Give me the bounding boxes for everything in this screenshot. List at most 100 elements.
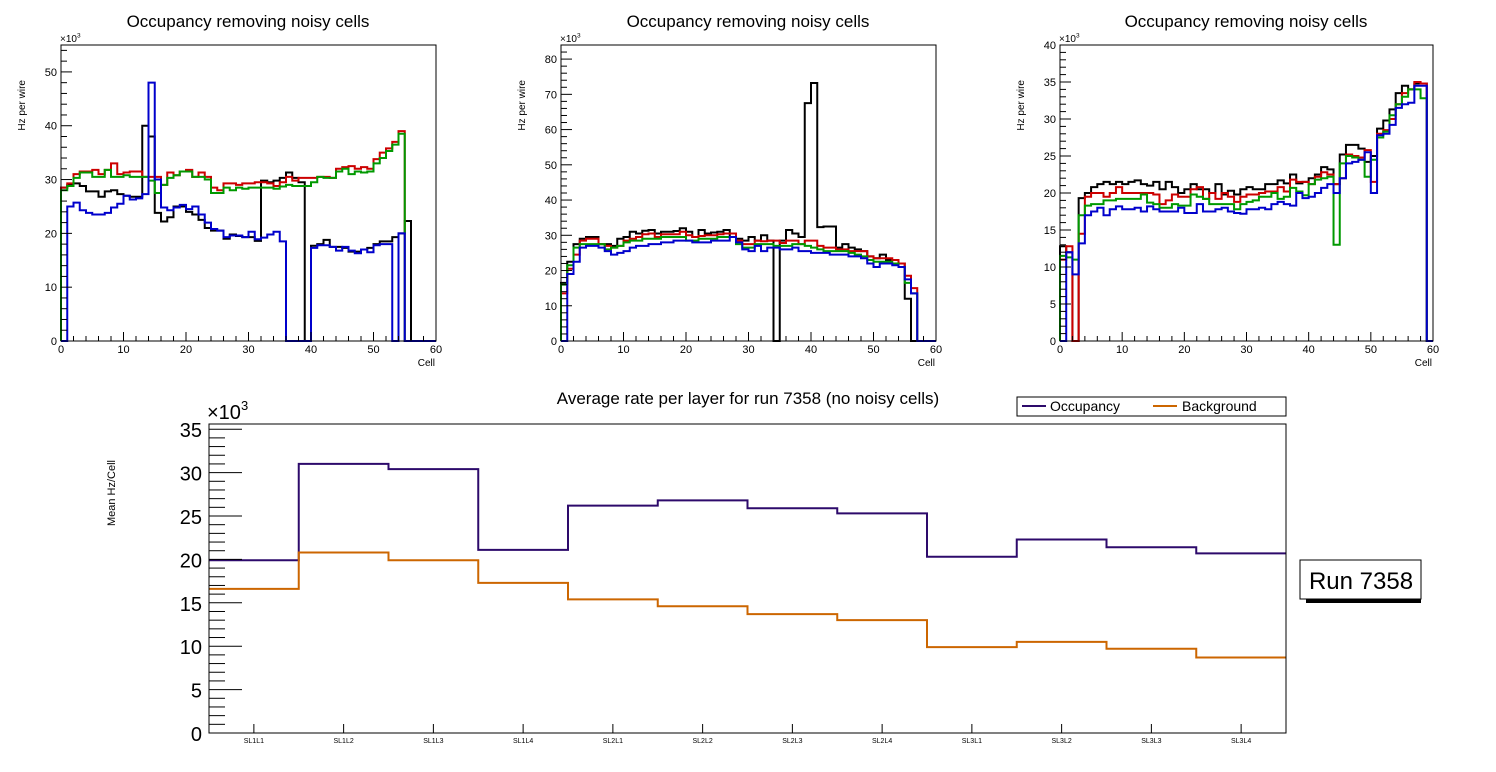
x-category-label: SL3L1 — [962, 738, 982, 745]
y-tick-label: 10 — [180, 637, 202, 659]
y-axis-label: Hz per wire — [517, 80, 528, 131]
y-tick-label: 20 — [545, 266, 557, 278]
x-category-label: SL3L2 — [1052, 738, 1072, 745]
x-tick-label: 40 — [1303, 344, 1315, 356]
x-tick-label: 0 — [1057, 344, 1063, 356]
x-tick-label: 20 — [180, 344, 192, 356]
x-tick-label: 50 — [367, 344, 379, 356]
y-tick-label: 5 — [191, 681, 202, 703]
series-layer-green — [560, 236, 936, 342]
y-tick-label: 60 — [545, 125, 557, 137]
series-layer-blue — [61, 81, 436, 342]
plot-title: Average rate per layer for run 7358 (no … — [557, 389, 939, 408]
plot-frame — [208, 423, 1287, 734]
annotation-box — [1299, 559, 1422, 600]
x-tick-label: 40 — [305, 344, 317, 356]
x-category-label: SL1L4 — [513, 738, 533, 745]
x-tick-label: 50 — [1365, 344, 1377, 356]
series-layer-red — [60, 130, 436, 342]
x-tick-label: 30 — [242, 344, 254, 356]
y-axis-label: Hz per wire — [17, 80, 28, 131]
x-category-label: SL3L4 — [1231, 738, 1251, 745]
y-tick-label: 0 — [551, 336, 557, 348]
x-tick-label: 10 — [117, 344, 129, 356]
x-tick-label: 60 — [930, 344, 942, 356]
x-tick-label: 50 — [867, 344, 879, 356]
series-layer-blue — [1060, 84, 1433, 342]
y-tick-label: 20 — [45, 228, 57, 240]
y-multiplier-label: ×103 — [560, 33, 581, 46]
plot-title: Occupancy removing noisy cells — [127, 12, 370, 31]
x-tick-label: 10 — [617, 344, 629, 356]
series-background — [209, 551, 1286, 659]
y-tick-label: 20 — [180, 550, 202, 572]
x-tick-label: 60 — [1427, 344, 1439, 356]
series-layer-green — [1059, 88, 1433, 342]
y-tick-label: 5 — [1050, 299, 1056, 311]
series-layer-black — [1059, 82, 1433, 342]
y-tick-label: 40 — [545, 195, 557, 207]
run-annotation: Run 7358 — [1299, 559, 1422, 603]
series-layer-black — [560, 82, 936, 342]
x-tick-label: 0 — [58, 344, 64, 356]
histogram-panel-2: Occupancy removing noisy cells Hz per wir… — [517, 12, 942, 369]
y-tick-label: 50 — [45, 67, 57, 79]
x-category-label: SL3L3 — [1141, 738, 1161, 745]
y-tick-label: 30 — [1044, 114, 1056, 126]
y-tick-label: 15 — [1044, 225, 1056, 237]
x-category-label: SL2L4 — [872, 738, 892, 745]
x-tick-label: 20 — [680, 344, 692, 356]
y-tick-label: 30 — [545, 230, 557, 242]
y-tick-label: 40 — [1044, 40, 1056, 52]
series-occupancy — [209, 462, 1286, 562]
annotation-text: Run 7358 — [1309, 568, 1413, 595]
x-axis-label: Cell — [1415, 358, 1432, 369]
y-tick-label: 35 — [1044, 77, 1056, 89]
series-layer-blue — [561, 236, 936, 342]
x-tick-label: 20 — [1178, 344, 1190, 356]
y-tick-label: 10 — [545, 301, 557, 313]
y-tick-label: 25 — [180, 507, 202, 529]
x-category-label: SL2L3 — [782, 738, 802, 745]
y-tick-label: 80 — [545, 54, 557, 66]
y-tick-label: 25 — [1044, 151, 1056, 163]
y-tick-label: 0 — [51, 336, 57, 348]
x-category-label: SL1L1 — [244, 738, 264, 745]
legend-label-occupancy: Occupancy — [1050, 398, 1120, 414]
y-tick-label: 30 — [45, 175, 57, 187]
y-multiplier-label: ×103 — [60, 33, 81, 46]
y-tick-label: 70 — [545, 89, 557, 101]
histogram-panel-1: Occupancy removing noisy cells Hz per wir… — [17, 12, 442, 369]
x-tick-label: 0 — [558, 344, 564, 356]
y-tick-label: 40 — [45, 121, 57, 133]
legend-label-background: Background — [1182, 398, 1257, 414]
x-tick-label: 10 — [1116, 344, 1128, 356]
y-axis-label: Hz per wire — [1016, 80, 1027, 131]
legend-box — [1016, 396, 1287, 417]
y-tick-label: 0 — [1050, 336, 1056, 348]
y-axis-label: Mean Hz/Cell — [106, 460, 118, 526]
histogram-panel-3: Occupancy removing noisy cells Hz per wir… — [1016, 12, 1439, 369]
x-category-label: SL2L2 — [693, 738, 713, 745]
x-category-label: SL1L2 — [334, 738, 354, 745]
x-tick-label: 30 — [742, 344, 754, 356]
series-layer-green — [60, 132, 436, 342]
plot-title: Occupancy removing noisy cells — [627, 12, 870, 31]
y-tick-label: 50 — [545, 160, 557, 172]
x-axis-label: Cell — [418, 358, 435, 369]
y-multiplier-label: ×103 — [207, 398, 248, 424]
y-tick-label: 15 — [180, 594, 202, 616]
y-tick-label: 0 — [191, 724, 202, 746]
x-category-label: SL2L1 — [603, 738, 623, 745]
summary-panel: Average rate per layer for run 7358 (no … — [106, 389, 1422, 746]
x-tick-label: 30 — [1240, 344, 1252, 356]
y-tick-label: 20 — [1044, 188, 1056, 200]
y-tick-label: 30 — [180, 464, 202, 486]
y-tick-label: 10 — [45, 282, 57, 294]
x-category-label: SL1L3 — [423, 738, 443, 745]
x-tick-label: 60 — [430, 344, 442, 356]
y-tick-label: 10 — [1044, 262, 1056, 274]
legend: Occupancy Background — [1016, 396, 1287, 417]
x-tick-label: 40 — [805, 344, 817, 356]
